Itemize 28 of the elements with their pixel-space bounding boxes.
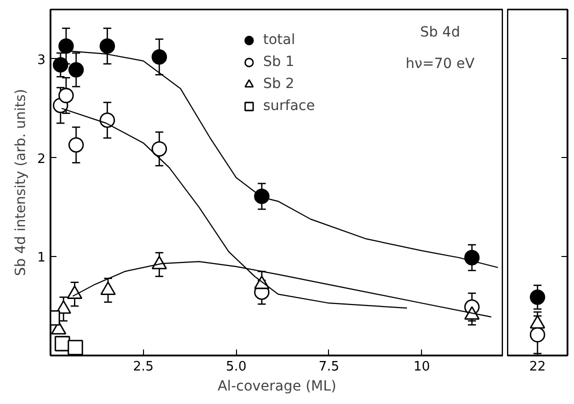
point <box>58 88 74 104</box>
y-tick-label: 3 <box>37 52 46 68</box>
x-tick-label: 22 <box>529 360 546 374</box>
point <box>100 112 116 128</box>
point <box>52 57 68 73</box>
x-tick-label: 7.5 <box>318 360 340 374</box>
x-axis-title: Al-coverage (ML) <box>218 378 336 394</box>
point <box>152 141 167 157</box>
point <box>254 188 270 204</box>
y-axis-title: Sb 4d intensity (arb. units) <box>13 88 30 276</box>
point <box>464 250 480 266</box>
point <box>152 49 167 65</box>
point <box>68 340 84 356</box>
legend-label: surface <box>263 97 315 116</box>
x-tick-label: 2.5 <box>132 360 154 374</box>
legend-label: Sb 1 <box>263 53 294 72</box>
legend-label: Sb 2 <box>263 75 294 94</box>
point <box>58 38 74 54</box>
y-tick-label: 2 <box>37 152 46 167</box>
point <box>68 137 84 153</box>
legend-label: total <box>263 31 296 50</box>
annotation: Sb 4d <box>420 24 460 41</box>
x-tick-label: 10 <box>414 360 430 374</box>
point <box>68 62 84 78</box>
x-tick-label: 5.0 <box>226 360 247 374</box>
point <box>100 38 116 54</box>
y-tick-label: 1 <box>37 250 46 266</box>
annotation: hν=70 eV <box>406 56 475 72</box>
